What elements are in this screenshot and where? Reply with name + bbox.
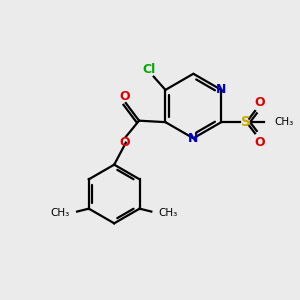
Text: N: N <box>188 132 199 145</box>
Text: CH₃: CH₃ <box>274 117 293 127</box>
Text: Cl: Cl <box>143 63 156 76</box>
Text: O: O <box>254 96 265 109</box>
Text: O: O <box>119 90 130 103</box>
Text: S: S <box>241 115 251 129</box>
Text: CH₃: CH₃ <box>50 208 70 218</box>
Text: O: O <box>254 136 265 148</box>
Text: O: O <box>119 136 130 149</box>
Text: N: N <box>216 83 226 96</box>
Text: CH₃: CH₃ <box>159 208 178 218</box>
